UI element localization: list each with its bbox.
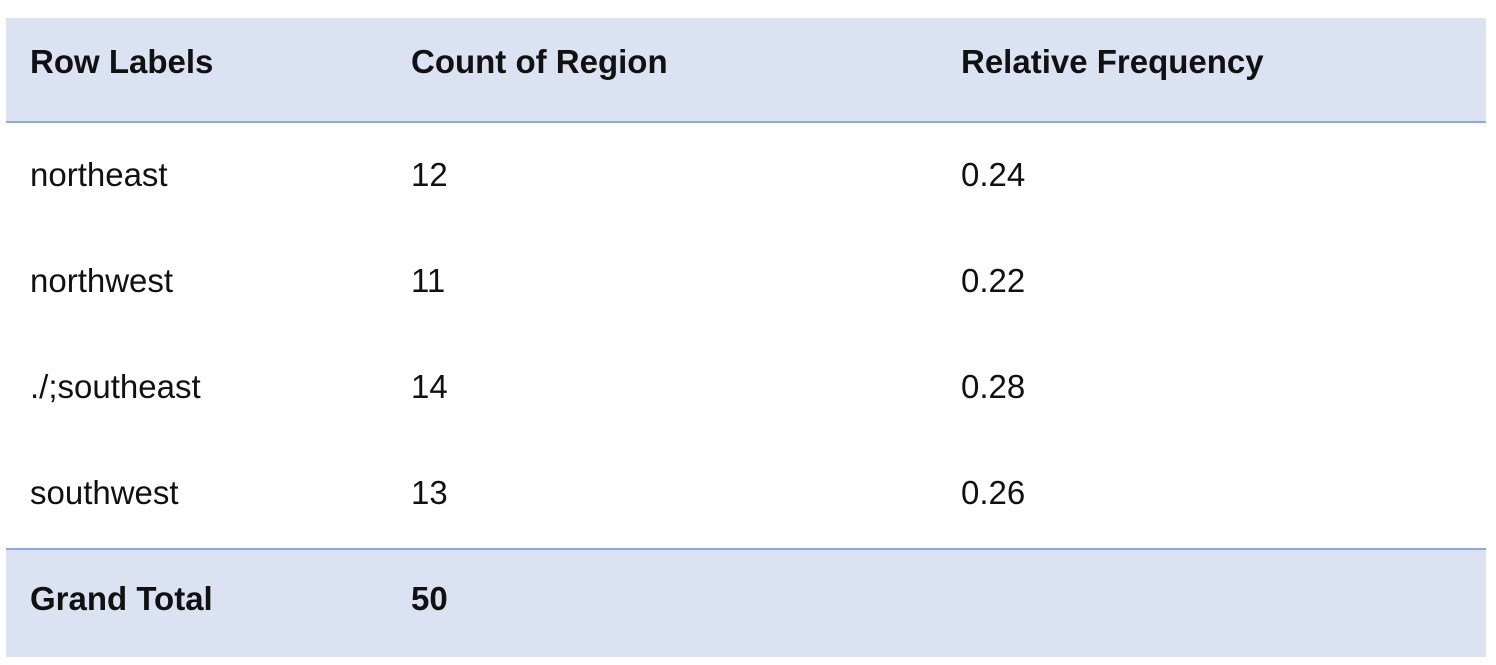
table-row: northeast 12 0.24: [6, 123, 1486, 229]
row-count: 12: [411, 156, 448, 193]
row-relative-frequency: 0.22: [961, 262, 1026, 299]
row-label: northeast: [30, 156, 168, 193]
table-row: northwest 11 0.22: [6, 229, 1486, 335]
row-count: 13: [411, 474, 448, 511]
header-relative-frequency: Relative Frequency: [961, 43, 1264, 80]
row-label: northwest: [30, 262, 174, 299]
grand-total-label: Grand Total: [30, 580, 213, 617]
grand-total-count: 50: [411, 580, 448, 617]
row-label: ./;southeast: [30, 368, 201, 405]
table-header-row: Row Labels Count of Region Relative Freq…: [6, 18, 1486, 123]
table-row: southwest 13 0.26: [6, 441, 1486, 547]
grand-total-row: Grand Total 50: [6, 548, 1486, 657]
row-relative-frequency: 0.28: [961, 368, 1026, 405]
row-count: 14: [411, 368, 448, 405]
row-count: 11: [411, 262, 446, 299]
table-row: ./;southeast 14 0.28: [6, 335, 1486, 441]
header-count-of-region: Count of Region: [411, 43, 668, 80]
row-relative-frequency: 0.24: [961, 156, 1026, 193]
row-label: southwest: [30, 474, 179, 511]
header-row-labels: Row Labels: [30, 43, 214, 80]
pivot-table: Row Labels Count of Region Relative Freq…: [6, 18, 1486, 657]
row-relative-frequency: 0.26: [961, 474, 1026, 511]
